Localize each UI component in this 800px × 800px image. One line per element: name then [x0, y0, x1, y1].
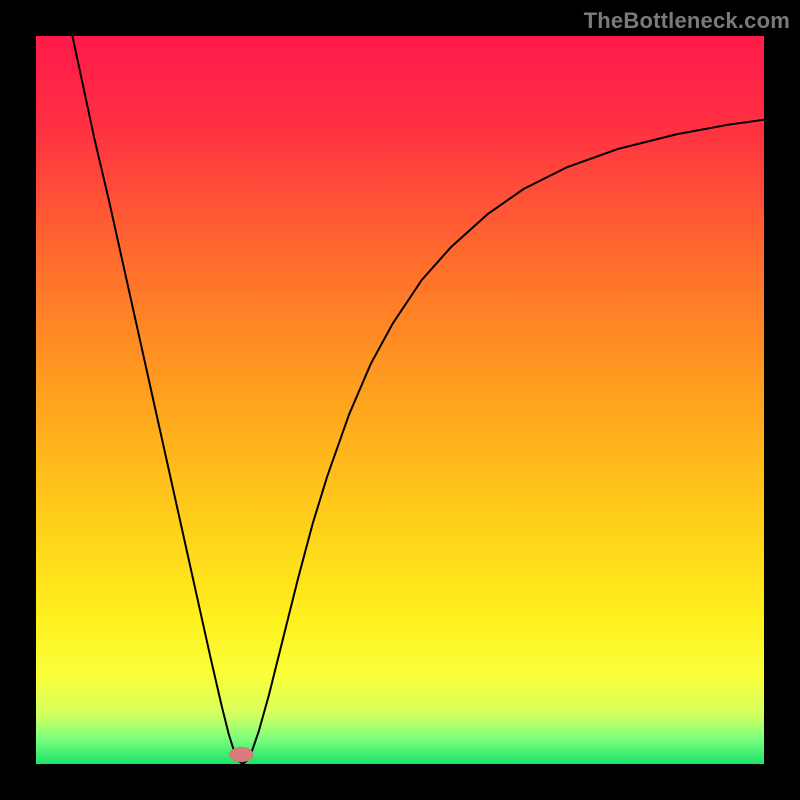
chart-background [36, 36, 764, 764]
chart-svg [36, 36, 764, 764]
watermark-text: TheBottleneck.com [584, 8, 790, 34]
minimum-marker [230, 747, 253, 762]
chart-plot-area [36, 36, 764, 764]
